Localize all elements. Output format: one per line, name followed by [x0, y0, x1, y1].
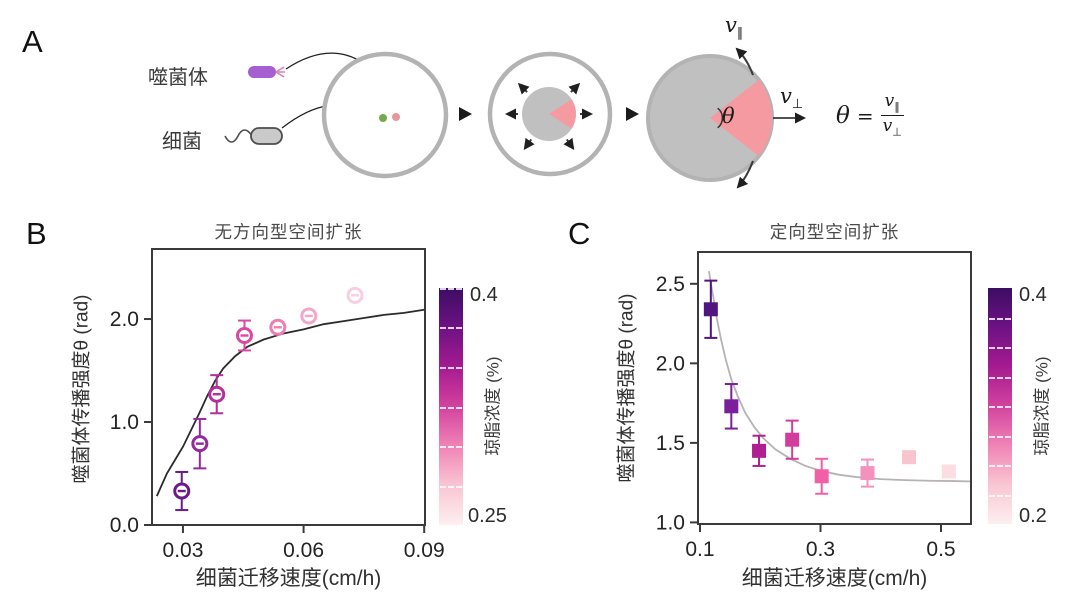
data-point [752, 443, 767, 458]
colorbar-c-gradient [988, 288, 1012, 526]
colorbar-tick [440, 327, 462, 330]
colorbar-tick [440, 485, 462, 488]
colorbar-tick [989, 406, 1011, 408]
y-tick-label: 2.0 [110, 308, 139, 331]
expansion-arrows [505, 82, 593, 151]
phage-icon [248, 66, 285, 78]
plot-frame [697, 251, 972, 525]
colorbar-b-label: 琼脂浓度 (%) [483, 356, 503, 456]
colorbar-tick [989, 524, 1011, 526]
colorbar-c-min-label: 0.2 [1019, 505, 1047, 527]
data-point [941, 464, 956, 479]
data-point [860, 466, 875, 481]
fit-curve [708, 270, 970, 483]
y-tick-label: 1.0 [656, 511, 685, 534]
panel-b-letter: B [26, 216, 47, 251]
colorbar-tick [989, 376, 1011, 379]
chart-c-ylabel: 噬菌体传播强度θ (rad) [616, 293, 638, 483]
panel-a-diagram [224, 47, 806, 189]
chart-b-plot: 0.03 0.06 0.09 0.0 1.0 2.0 [110, 248, 445, 562]
data-point [785, 432, 800, 447]
colorbar-b [439, 288, 463, 527]
chart-b-xlabel: 细菌迁移速度(cm/h) [195, 567, 382, 590]
equation-fraction: v∥ v⊥ [880, 91, 904, 139]
v-parallel-label: v∥ [725, 13, 744, 42]
colorbar-tick [989, 435, 1011, 438]
sector-lower-arrow [736, 160, 754, 189]
plaque-small-sector [549, 99, 576, 129]
data-point [724, 399, 739, 414]
y-tick-label: 0.0 [110, 514, 139, 537]
chart-b-title: 无方向型空间扩张 [214, 222, 363, 242]
equation-denominator: v⊥ [882, 116, 902, 139]
v-perp-label: v⊥ [780, 84, 804, 113]
chart-c-plot: 0.1 0.3 0.5 1.0 1.5 2.0 2.5 [656, 251, 972, 561]
colorbar-tick [440, 366, 462, 369]
plaque-sector [710, 79, 773, 157]
colorbar-b-max-label: 0.4 [470, 284, 498, 306]
chart-c-title: 定向型空间扩张 [769, 222, 900, 242]
x-tick-label: 0.3 [806, 538, 835, 561]
y-tick-label: 1.5 [656, 432, 685, 455]
bacteria-seed-dot [379, 114, 387, 122]
x-tick-label: 0.1 [685, 538, 714, 561]
colorbar-tick [440, 406, 462, 409]
fit-curve [156, 308, 425, 497]
data-point [814, 469, 829, 484]
phage-seed-dot [392, 113, 400, 121]
colorbar-tick [440, 288, 462, 290]
theta-equation: θ = v∥ v⊥ [836, 91, 904, 139]
x-tick-label: 0.06 [283, 539, 324, 562]
x-tick-label: 0.03 [163, 539, 204, 562]
colorbar-tick [989, 347, 1011, 349]
colorbar-tick [440, 445, 462, 448]
colorbar-tick [989, 494, 1011, 497]
phage-legend-label: 噬菌体 [148, 67, 208, 89]
colorbar-tick [989, 317, 1011, 320]
step-arrow-1 [459, 107, 472, 121]
colorbar-c [988, 288, 1012, 526]
equation-equals: = [856, 103, 874, 128]
v-parallel-arrow [735, 47, 754, 76]
colorbar-tick [440, 525, 462, 527]
data-point [902, 450, 917, 465]
colorbar-b-min-label: 0.25 [468, 505, 507, 527]
theta-angle-arc [717, 107, 724, 129]
x-tick-label: 0.5 [926, 538, 955, 561]
theta-angle-label: θ [722, 104, 735, 128]
colorbar-c-label: 琼脂浓度 (%) [1032, 356, 1052, 456]
data-point [703, 302, 718, 317]
bacteria-legend-label: 细菌 [162, 131, 202, 153]
equation-lhs: θ [836, 102, 850, 129]
colorbar-tick [989, 465, 1011, 467]
y-tick-label: 2.5 [656, 273, 685, 296]
panel-c-letter: C [568, 216, 591, 251]
bacteria-icon [224, 127, 283, 145]
chart-c-xlabel: 细菌迁移速度(cm/h) [741, 567, 928, 590]
y-tick-label: 1.0 [110, 411, 139, 434]
colorbar-c-max-label: 0.4 [1019, 284, 1047, 306]
equation-numerator: v∥ [880, 91, 904, 117]
plot-frame [151, 248, 426, 526]
step-arrow-2 [626, 107, 639, 121]
chart-b-ylabel: 噬菌体传播强度θ (rad) [71, 294, 93, 484]
y-tick-label: 2.0 [656, 352, 685, 375]
colorbar-b-gradient [439, 288, 463, 527]
x-tick-label: 0.09 [404, 539, 445, 562]
panel-a-letter: A [22, 24, 43, 59]
